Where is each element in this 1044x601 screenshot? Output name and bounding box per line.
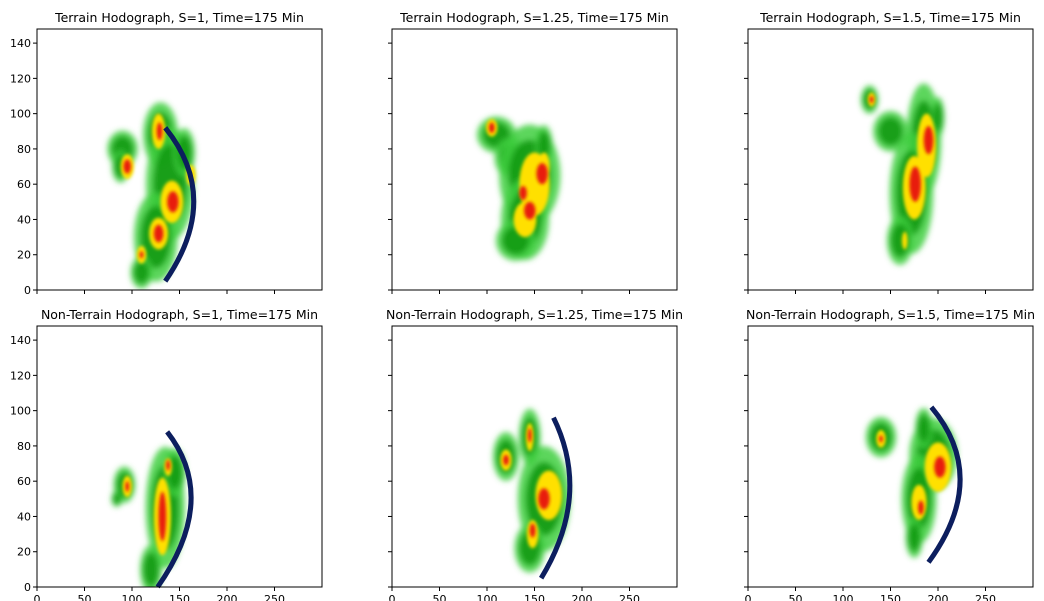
echo-cell-mid [113, 493, 121, 505]
x-tick-label: 50 [78, 593, 92, 601]
x-tick-label: 50 [433, 593, 447, 601]
reflectivity-field [865, 408, 958, 558]
reflectivity-field [476, 116, 561, 261]
x-tick-label: 250 [619, 593, 640, 601]
echo-cell-mid [917, 414, 930, 443]
x-tick-label: 200 [572, 593, 593, 601]
echo-cell-core [909, 166, 921, 202]
echo-cell-core [538, 488, 550, 510]
y-tick-label: 20 [17, 249, 31, 262]
echo-cell-mid [908, 523, 921, 552]
subplot-6: Non-Terrain Hodograph, S=1.5, Time=175 M… [744, 307, 1035, 601]
y-tick-label: 60 [17, 178, 31, 191]
y-tick-label: 60 [17, 475, 31, 488]
x-tick-label: 0 [389, 593, 396, 601]
echo-cell-mid [133, 261, 150, 284]
outflow-boundary-arc [926, 405, 963, 564]
echo-cell-core [158, 491, 167, 542]
x-tick-label: 200 [928, 593, 949, 601]
echo-cell-core [503, 454, 509, 466]
y-tick-label: 120 [10, 369, 31, 382]
outflow-boundary-arc [539, 416, 573, 580]
axes-frame [747, 325, 1034, 588]
echo-cell-core [519, 185, 527, 201]
subplot-title: Terrain Hodograph, S=1.25, Time=175 Min [399, 10, 669, 25]
echo-cell-core [923, 125, 934, 155]
x-tick-label: 100 [122, 593, 143, 601]
echo-cell-core [918, 500, 924, 515]
y-tick-label: 0 [24, 581, 31, 594]
reflectivity-field [492, 408, 571, 573]
echo-cell-core [524, 201, 536, 220]
x-tick-label: 100 [833, 593, 854, 601]
x-tick-label: 0 [34, 593, 41, 601]
y-tick-label: 140 [10, 334, 31, 347]
x-tick-label: 200 [217, 593, 238, 601]
reflectivity-field [107, 102, 196, 289]
echo-cell-core [166, 460, 171, 471]
echo-cell-mid [878, 117, 903, 146]
reflectivity-field [111, 446, 186, 587]
echo-cell-core [153, 224, 164, 243]
subplot-title: Non-Terrain Hodograph, S=1.25, Time=175 … [386, 307, 683, 322]
echo-cell-core [167, 191, 179, 213]
y-tick-label: 40 [17, 510, 31, 523]
y-tick-label: 40 [17, 213, 31, 226]
subplot-2: Terrain Hodograph, S=1.25, Time=175 Min [388, 10, 678, 294]
echo-cell-core [123, 159, 132, 174]
subplot-title: Terrain Hodograph, S=1.5, Time=175 Min [759, 10, 1021, 25]
echo-cell-core [529, 523, 536, 538]
x-tick-label: 0 [745, 593, 752, 601]
echo-cell-core [156, 122, 163, 141]
reflectivity-field [860, 83, 945, 265]
x-tick-label: 50 [789, 593, 803, 601]
subplot-1: Terrain Hodograph, S=1, Time=175 Min 0 20 4… [10, 10, 323, 297]
subplot-5: Non-Terrain Hodograph, S=1.25, Time=175 … [386, 307, 683, 601]
echo-cell-mid [933, 103, 943, 132]
echo-cell-core [527, 428, 532, 443]
y-tick-label: 140 [10, 37, 31, 50]
x-tick-label: 100 [477, 593, 498, 601]
outflow-boundary-arc [155, 430, 194, 589]
y-tick-label: 0 [24, 284, 31, 297]
echo-cell-mid [143, 552, 159, 587]
y-tick-label: 80 [17, 143, 31, 156]
outflow-boundary-arc [163, 126, 197, 283]
subplot-title: Non-Terrain Hodograph, S=1, Time=175 Min [41, 307, 318, 322]
echo-cell-core [125, 481, 130, 492]
echo-cell-core [536, 163, 548, 185]
echo-cell-core [139, 251, 144, 259]
echo-cell-high [901, 231, 908, 250]
y-tick-label: 100 [10, 405, 31, 418]
echo-cell-mid [537, 131, 551, 160]
subplot-3: Terrain Hodograph, S=1.5, Time=175 Min [744, 10, 1034, 294]
y-tick-label: 20 [17, 546, 31, 559]
x-tick-label: 150 [524, 593, 545, 601]
echo-cell-core [488, 122, 495, 134]
x-tick-label: 150 [880, 593, 901, 601]
subplot-title: Non-Terrain Hodograph, S=1.5, Time=175 M… [746, 307, 1035, 322]
subplot-4: Non-Terrain Hodograph, S=1, Time=175 Min… [10, 307, 323, 601]
echo-cell-high [911, 484, 927, 520]
x-tick-label: 250 [264, 593, 285, 601]
subplot-title: Terrain Hodograph, S=1, Time=175 Min [54, 10, 304, 25]
x-tick-label: 250 [975, 593, 996, 601]
echo-cell-core [934, 456, 946, 478]
y-tick-label: 80 [17, 440, 31, 453]
x-tick-label: 150 [169, 593, 190, 601]
echo-cell-core [879, 435, 883, 443]
y-tick-label: 120 [10, 72, 31, 85]
y-tick-label: 100 [10, 108, 31, 121]
echo-cell-core [869, 96, 874, 104]
